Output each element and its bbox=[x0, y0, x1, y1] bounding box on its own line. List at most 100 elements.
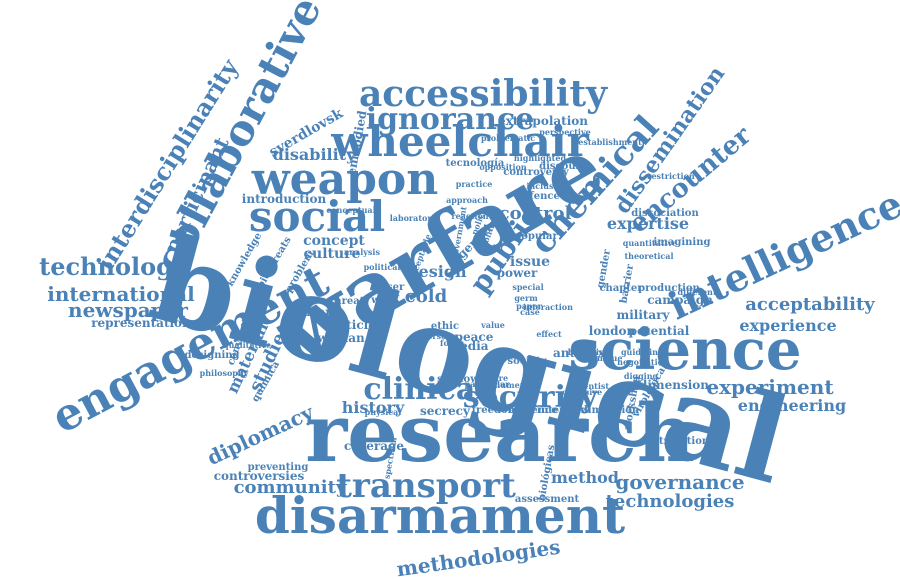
cloud-word: theoretical bbox=[624, 251, 674, 261]
cloud-word: representation bbox=[91, 316, 191, 330]
cloud-word: experience bbox=[739, 316, 837, 335]
cloud-word: accessibility bbox=[358, 73, 608, 115]
cloud-word: technique bbox=[577, 353, 623, 363]
cloud-word: imagining bbox=[653, 237, 711, 248]
cloud-word: wheelchair bbox=[331, 117, 589, 166]
cloud-word: freedom bbox=[471, 405, 519, 416]
cloud-word: assessment bbox=[514, 494, 580, 505]
cloud-word: contribution bbox=[638, 436, 710, 447]
cloud-word: expertise bbox=[606, 214, 690, 233]
cloud-word: governance bbox=[615, 470, 745, 494]
cloud-word: disability bbox=[272, 145, 356, 164]
cloud-word: ethic bbox=[430, 321, 460, 332]
cloud-word: tecnología bbox=[445, 158, 505, 169]
cloud-word: special bbox=[512, 282, 544, 292]
cloud-word: establishment bbox=[578, 137, 642, 147]
cloud-word: defence bbox=[516, 191, 560, 202]
cloud-word: quantitative bbox=[622, 238, 678, 248]
cloud-word: numerous bbox=[494, 380, 540, 390]
cloud-word: interview bbox=[537, 405, 589, 416]
cloud-word: shadow bbox=[437, 374, 479, 385]
cloud-word: security bbox=[462, 380, 598, 415]
cloud-word: woman bbox=[317, 331, 365, 345]
cloud-word: person bbox=[421, 331, 453, 341]
cloud-word: concept bbox=[303, 233, 365, 249]
cloud-word: weapon bbox=[251, 154, 439, 205]
cloud-word: community bbox=[233, 477, 347, 498]
cloud-word: ignorance bbox=[365, 102, 535, 137]
cloud-word: issue bbox=[509, 254, 551, 270]
cloud-word: particular bbox=[464, 379, 510, 389]
cloud-word: experiment bbox=[706, 375, 834, 399]
cloud-word: controversies bbox=[213, 469, 305, 483]
cloud-word: germ bbox=[514, 293, 538, 303]
cloud-word: acceptability bbox=[745, 294, 875, 315]
cloud-word: clinical bbox=[363, 372, 487, 407]
cloud-word: power bbox=[496, 266, 538, 280]
cloud-word: extrapolation bbox=[498, 114, 588, 128]
cloud-word: technology bbox=[39, 252, 187, 281]
cloud-word: disarm bbox=[297, 305, 345, 319]
cloud-word: control bbox=[498, 203, 572, 224]
cloud-word: newspaper bbox=[68, 298, 188, 322]
cloud-word: method bbox=[551, 468, 619, 487]
cloud-word: restriction bbox=[647, 171, 695, 181]
cloud-word: popular bbox=[514, 231, 558, 242]
cloud-word: cold bbox=[404, 286, 448, 307]
cloud-word: design bbox=[407, 262, 467, 281]
cloud-word: value bbox=[481, 320, 505, 330]
cloud-word: wilpf bbox=[371, 295, 399, 306]
cloud-word: dimensión bbox=[580, 405, 640, 416]
cloud-word: paper bbox=[516, 301, 542, 311]
cloud-word: opposition bbox=[479, 162, 527, 172]
cloud-word: practice bbox=[455, 179, 493, 189]
cloud-word: user bbox=[379, 282, 405, 293]
cloud-word: future bbox=[479, 373, 509, 383]
cloud-word: guideline bbox=[620, 347, 664, 357]
cloud-word: international bbox=[47, 282, 195, 306]
cloud-word: technologies bbox=[605, 491, 735, 512]
cloud-word: media bbox=[447, 339, 489, 353]
cloud-word: dissociation bbox=[631, 208, 699, 219]
cloud-word: laboratory bbox=[389, 213, 437, 223]
cloud-word: research bbox=[305, 386, 695, 480]
cloud-word: engineering bbox=[737, 396, 847, 415]
cloud-word: potential bbox=[628, 324, 690, 338]
cloud-word: introduction bbox=[241, 192, 327, 206]
cloud-word: london bbox=[588, 324, 636, 338]
cloud-word: designing bbox=[184, 350, 240, 361]
cloud-word: science bbox=[568, 317, 802, 383]
cloud-word: digging bbox=[623, 371, 659, 381]
cloud-word: different bbox=[677, 287, 717, 297]
cloud-word: article bbox=[332, 318, 376, 332]
cloud-word: secrecy bbox=[420, 404, 470, 418]
cloud-word: reaction bbox=[451, 211, 489, 221]
cloud-word: political bbox=[363, 262, 401, 272]
cloud-word: culture bbox=[303, 246, 361, 262]
cloud-word: coverage bbox=[343, 439, 405, 453]
cloud-word: diplomacy bbox=[203, 399, 317, 471]
cloud-word: highlighted bbox=[513, 153, 567, 163]
cloud-word: chapter bbox=[599, 283, 643, 294]
cloud-word: transport bbox=[336, 466, 516, 506]
cloud-word: philosophy bbox=[199, 368, 249, 378]
cloud-word: negotiation bbox=[617, 357, 669, 367]
cloud-word: conceptual bbox=[326, 205, 376, 215]
cloud-word: offensive bbox=[561, 387, 603, 397]
cloud-word: effect bbox=[536, 329, 562, 339]
cloud-word: qualitative bbox=[222, 340, 272, 350]
cloud-word: inclusion bbox=[526, 181, 568, 191]
cloud-word: military bbox=[616, 308, 670, 322]
cloud-word: production bbox=[638, 283, 700, 294]
cloud-word: bounding bbox=[567, 347, 611, 357]
cloud-word: anthrax bbox=[552, 346, 606, 360]
cloud-word: scientist bbox=[570, 381, 610, 391]
cloud-word: campaign bbox=[647, 293, 713, 307]
cloud-word: interaction bbox=[523, 302, 573, 312]
cloud-word: history bbox=[341, 398, 405, 417]
cloud-word: social bbox=[248, 192, 386, 241]
cloud-word: threat bbox=[329, 296, 365, 307]
cloud-word: peace bbox=[454, 330, 494, 344]
cloud-word: discourse bbox=[539, 161, 593, 172]
